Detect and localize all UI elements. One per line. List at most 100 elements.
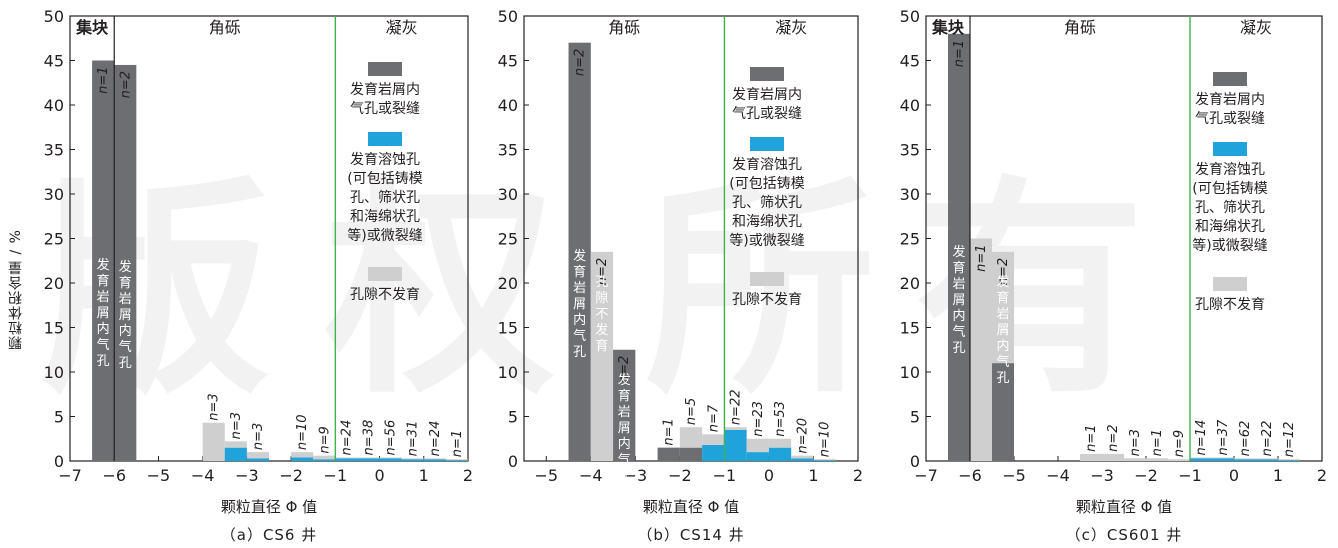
x-tick-label: 2 [853,466,863,485]
bar-n-label: n=2 [996,258,1011,285]
bar-n-label: n=2 [573,49,588,76]
chart-panel: 0 5 10 15 20 25 30 35 40 45 50 −7 −6 −5 −4 −3 −2 −1 0 1 2 颗粒直… [900,7,1327,544]
legend-label: 孔、筛状孔 [350,190,420,206]
legend-label: 和海绵状孔 [1195,218,1265,235]
x-tick-label: −5 [1002,466,1026,485]
bar-n-label: n=1 [450,430,465,457]
bar-n-label: n=22 [729,389,744,425]
x-tick-label: −4 [191,466,215,485]
bar-segment-light [1190,457,1212,459]
legend-label: 气孔或裂缝 [1195,111,1265,127]
bar-text-char: 屑 [618,421,631,436]
x-tick-label: −3 [235,466,259,485]
bar-segment-light [313,455,336,460]
bar-text-char: 育 [119,275,132,291]
bar-segment-light [1278,459,1300,461]
bar-text: 发育岩屑内气孔 [97,257,110,369]
y-tick-label: 35 [498,141,518,160]
x-tick-label: 0 [764,466,774,485]
x-tick-label: −4 [1046,466,1070,485]
bar-n-label: n=20 [795,418,810,454]
x-tick-label: −7 [58,466,82,485]
legend-swatch-dark [750,67,784,81]
bar-segment-blue [401,459,424,461]
y-tick-label: 50 [44,7,64,26]
bar-text-char: 发 [573,248,586,264]
y-tick-label: 20 [44,274,64,293]
bar-segment-light [791,455,814,459]
x-tick-label: 2 [1317,466,1327,485]
bar-segment-light [423,458,446,460]
bar-n-label: n=10 [295,414,310,450]
y-tick-label: 5 [508,408,518,427]
bar-segment-light [702,434,725,445]
bar-text-char: 隙 [595,291,608,306]
region-label: 集块 [931,18,965,37]
bar-segment-light [724,427,747,430]
bar-text-char: 内 [97,321,110,337]
bar-text-char: 孔 [595,275,608,290]
bar-n-label: n=1 [96,66,111,93]
region-label: 角砾 [209,18,241,37]
chart-title: （b）CS14 井 [637,526,744,544]
legend-label: 发育岩屑内 [732,87,802,103]
y-tick-label: 0 [54,452,64,471]
region-label: 凝灰 [386,18,418,37]
bar-text-char: 发 [952,244,965,260]
y-tick-label: 25 [498,230,518,249]
y-tick-label: 10 [900,363,920,382]
bar-segment-dark [948,33,970,462]
bar-text-char: 屑 [952,293,965,308]
region-label: 凝灰 [775,18,807,37]
bar-text-char: 发 [119,259,132,275]
x-axis-title: 颗粒直径 Φ 值 [643,498,739,516]
y-tick-label: 30 [900,185,920,204]
legend-label: (可包括铸模 [1192,181,1267,197]
bar-n-label: n=31 [406,421,421,457]
legend-swatch-blue [750,137,784,151]
bar-segment-dark [568,42,591,461]
x-tick-label: −7 [914,466,938,485]
x-tick-label: −6 [102,466,126,485]
bar-text-char: 气 [618,452,631,468]
bar-text: 发育岩屑内气孔 [119,259,132,371]
legend-label: 发育岩屑内 [350,82,420,98]
x-tick-label: −1 [324,466,348,485]
bar-segment-blue [379,458,402,461]
y-tick-label: 50 [498,7,518,26]
x-tick-label: 0 [1229,466,1239,485]
legend-label: 孔、筛状孔 [732,195,802,211]
x-axis-title: 颗粒直径 Φ 值 [221,498,317,516]
bar-segment-light [1256,458,1278,460]
bar-segment-dark [657,447,680,461]
bar-segment-blue [445,460,468,461]
bar-segment-dark [114,64,137,461]
bar-segment-light [224,441,247,448]
y-tick-label: 40 [498,96,518,115]
chart-title: （c）CS601 井 [1066,526,1183,544]
bar-text-char: 育 [996,290,1009,306]
bar-segment-dark [992,363,1014,461]
y-tick-label: 45 [900,52,920,71]
bar-text-char: 内 [618,436,631,452]
bar-n-label: n=5 [684,398,699,425]
bar-text-char: 孔 [996,371,1009,386]
bar-segment-light [1080,453,1102,461]
bar-segment-blue [335,458,358,461]
bar-segment-blue [791,458,814,461]
bar-text-char: 气 [119,339,132,355]
bar-n-label: n=56 [384,420,399,456]
bar-segment-light [202,422,225,461]
legend-label: (可包括铸模 [729,176,804,192]
bar-text-char: 育 [595,338,608,354]
bar-segment-blue [357,458,380,461]
bar-segment-light [813,459,836,461]
x-tick-label: −3 [624,466,648,485]
bar-text-char: 育 [97,273,110,289]
bar-n-label: n=37 [1216,419,1231,455]
legend-swatch-blue [1213,142,1247,156]
bar-text: 发育岩屑内气孔 [573,248,586,360]
bar-n-label: n=2 [118,71,133,98]
legend-label: 孔、筛状孔 [1195,200,1265,216]
y-tick-label: 15 [498,319,518,338]
